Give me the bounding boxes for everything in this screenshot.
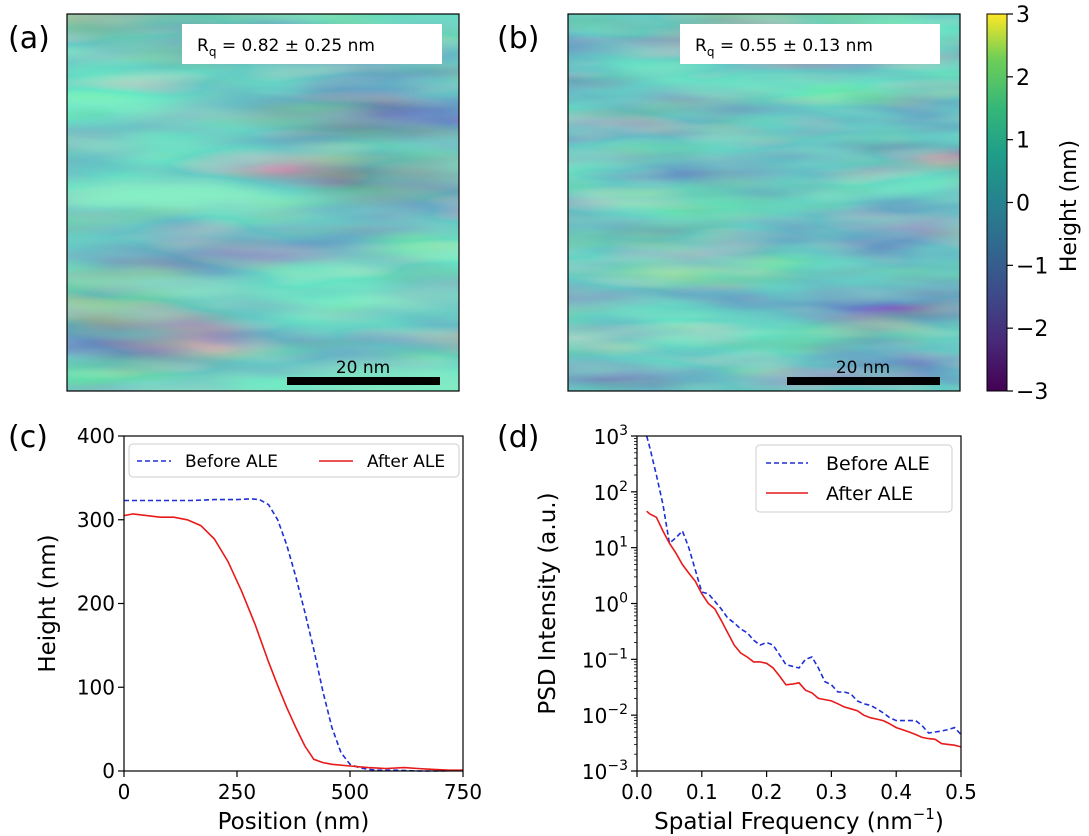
x-tick-label-d: 0.5 bbox=[945, 780, 977, 804]
roughness-value-a: = 0.82 ± 0.25 nm bbox=[216, 36, 375, 56]
afm-image-b bbox=[567, 13, 961, 392]
panel-label-b: (b) bbox=[497, 21, 539, 56]
series-line-c-after bbox=[123, 513, 463, 772]
roughness-subscript-a: q bbox=[209, 45, 217, 59]
y-tick-label-d: 10−2 bbox=[582, 702, 628, 728]
y-tick-label-d: 102 bbox=[594, 479, 628, 505]
y-tick-label-c: 0 bbox=[102, 759, 115, 783]
x-tick-label-c: 0 bbox=[118, 780, 131, 804]
y-tick-label-d: 10−3 bbox=[582, 758, 628, 784]
x-tick-label-d: 0.0 bbox=[621, 780, 653, 804]
roughness-value-b: = 0.55 ± 0.13 nm bbox=[714, 36, 873, 56]
y-tick-label-d: 100 bbox=[594, 591, 628, 617]
colorbar-tick-label: −1 bbox=[1016, 254, 1048, 279]
roughness-subscript-b: q bbox=[707, 45, 715, 59]
x-tick-label-c: 750 bbox=[444, 780, 482, 804]
roughness-symbol-b: R bbox=[695, 36, 707, 56]
scalebar-a: 20 nm bbox=[287, 358, 440, 385]
scalebar-label-a: 20 nm bbox=[336, 358, 390, 378]
legend-d: Before ALE After ALE bbox=[755, 444, 953, 513]
y-axis-label-c: Height (nm) bbox=[35, 534, 61, 672]
x-tick-label-d: 0.2 bbox=[751, 780, 783, 804]
roughness-box-b: Rq = 0.55 ± 0.13 nm bbox=[680, 24, 940, 64]
x-axis-label-d: Spatial Frequency (nm−1) bbox=[654, 805, 944, 835]
colorbar-tick-label: 3 bbox=[1016, 3, 1030, 28]
panel-label-a: (a) bbox=[8, 21, 50, 56]
y-axis-label-d: PSD Intensity (a.u.) bbox=[535, 492, 561, 714]
x-axis-label-c: Position (nm) bbox=[218, 809, 370, 835]
colorbar-tick-label: 1 bbox=[1016, 129, 1030, 154]
legend-label-after-d: After ALE bbox=[826, 483, 913, 505]
legend-c: Before ALE After ALE bbox=[128, 443, 460, 478]
colorbar-ticks: 3 2 1 0 −1 −2 −3 bbox=[1007, 3, 1048, 405]
chart-d: 0.0 0.1 0.2 0.3 0.4 0.5 103 102 101 100 10−1 10−2 10… bbox=[535, 423, 977, 835]
svg-text:Rq = 0.82 ± 0.25 nm: Rq = 0.82 ± 0.25 nm bbox=[197, 36, 375, 59]
chart-c: 0 250 500 750 0 100 200 300 400 Position (nm) Heig… bbox=[35, 424, 482, 835]
legend-label-after-c: After ALE bbox=[367, 452, 445, 472]
x-tick-label-d: 0.1 bbox=[686, 780, 718, 804]
x-tick-label-d: 0.4 bbox=[880, 780, 912, 804]
y-tick-label-c: 100 bbox=[77, 675, 115, 699]
x-tick-label-c: 250 bbox=[218, 780, 256, 804]
y-tick-label-c: 200 bbox=[77, 592, 115, 616]
afm-image-a bbox=[66, 13, 460, 392]
y-tick-label-c: 300 bbox=[77, 508, 115, 532]
roughness-symbol-a: R bbox=[197, 36, 209, 56]
colorbar: 3 2 1 0 −1 −2 −3 Height (nm) bbox=[986, 3, 1082, 405]
scalebar-b: 20 nm bbox=[787, 358, 940, 385]
scalebar-label-b: 20 nm bbox=[836, 358, 890, 378]
colorbar-tick-label: 0 bbox=[1016, 192, 1030, 217]
y-tick-label-d: 101 bbox=[594, 535, 628, 561]
panel-label-d: (d) bbox=[497, 420, 539, 455]
svg-text:Rq = 0.55 ± 0.13 nm: Rq = 0.55 ± 0.13 nm bbox=[695, 36, 873, 59]
legend-label-before-c: Before ALE bbox=[185, 452, 278, 472]
colorbar-tick-label: −2 bbox=[1016, 317, 1048, 342]
y-tick-label-c: 400 bbox=[77, 424, 115, 448]
colorbar-tick-label: −3 bbox=[1016, 380, 1048, 405]
legend-label-before-d: Before ALE bbox=[826, 453, 930, 475]
roughness-box-a: Rq = 0.82 ± 0.25 nm bbox=[182, 24, 442, 64]
panel-label-c: (c) bbox=[8, 420, 48, 455]
colorbar-label: Height (nm) bbox=[1057, 140, 1082, 272]
series-line-c-before bbox=[124, 497, 464, 772]
legend-box-c bbox=[128, 443, 460, 478]
y-tick-label-d: 103 bbox=[594, 423, 628, 449]
series-line-d-after bbox=[646, 510, 961, 748]
series-line-d-before bbox=[645, 436, 961, 736]
legend-box-d bbox=[755, 444, 953, 513]
x-tick-label-c: 500 bbox=[331, 780, 369, 804]
colorbar-tick-label: 2 bbox=[1016, 66, 1030, 91]
y-tick-label-d: 10−1 bbox=[582, 646, 628, 672]
x-tick-label-d: 0.3 bbox=[815, 780, 847, 804]
